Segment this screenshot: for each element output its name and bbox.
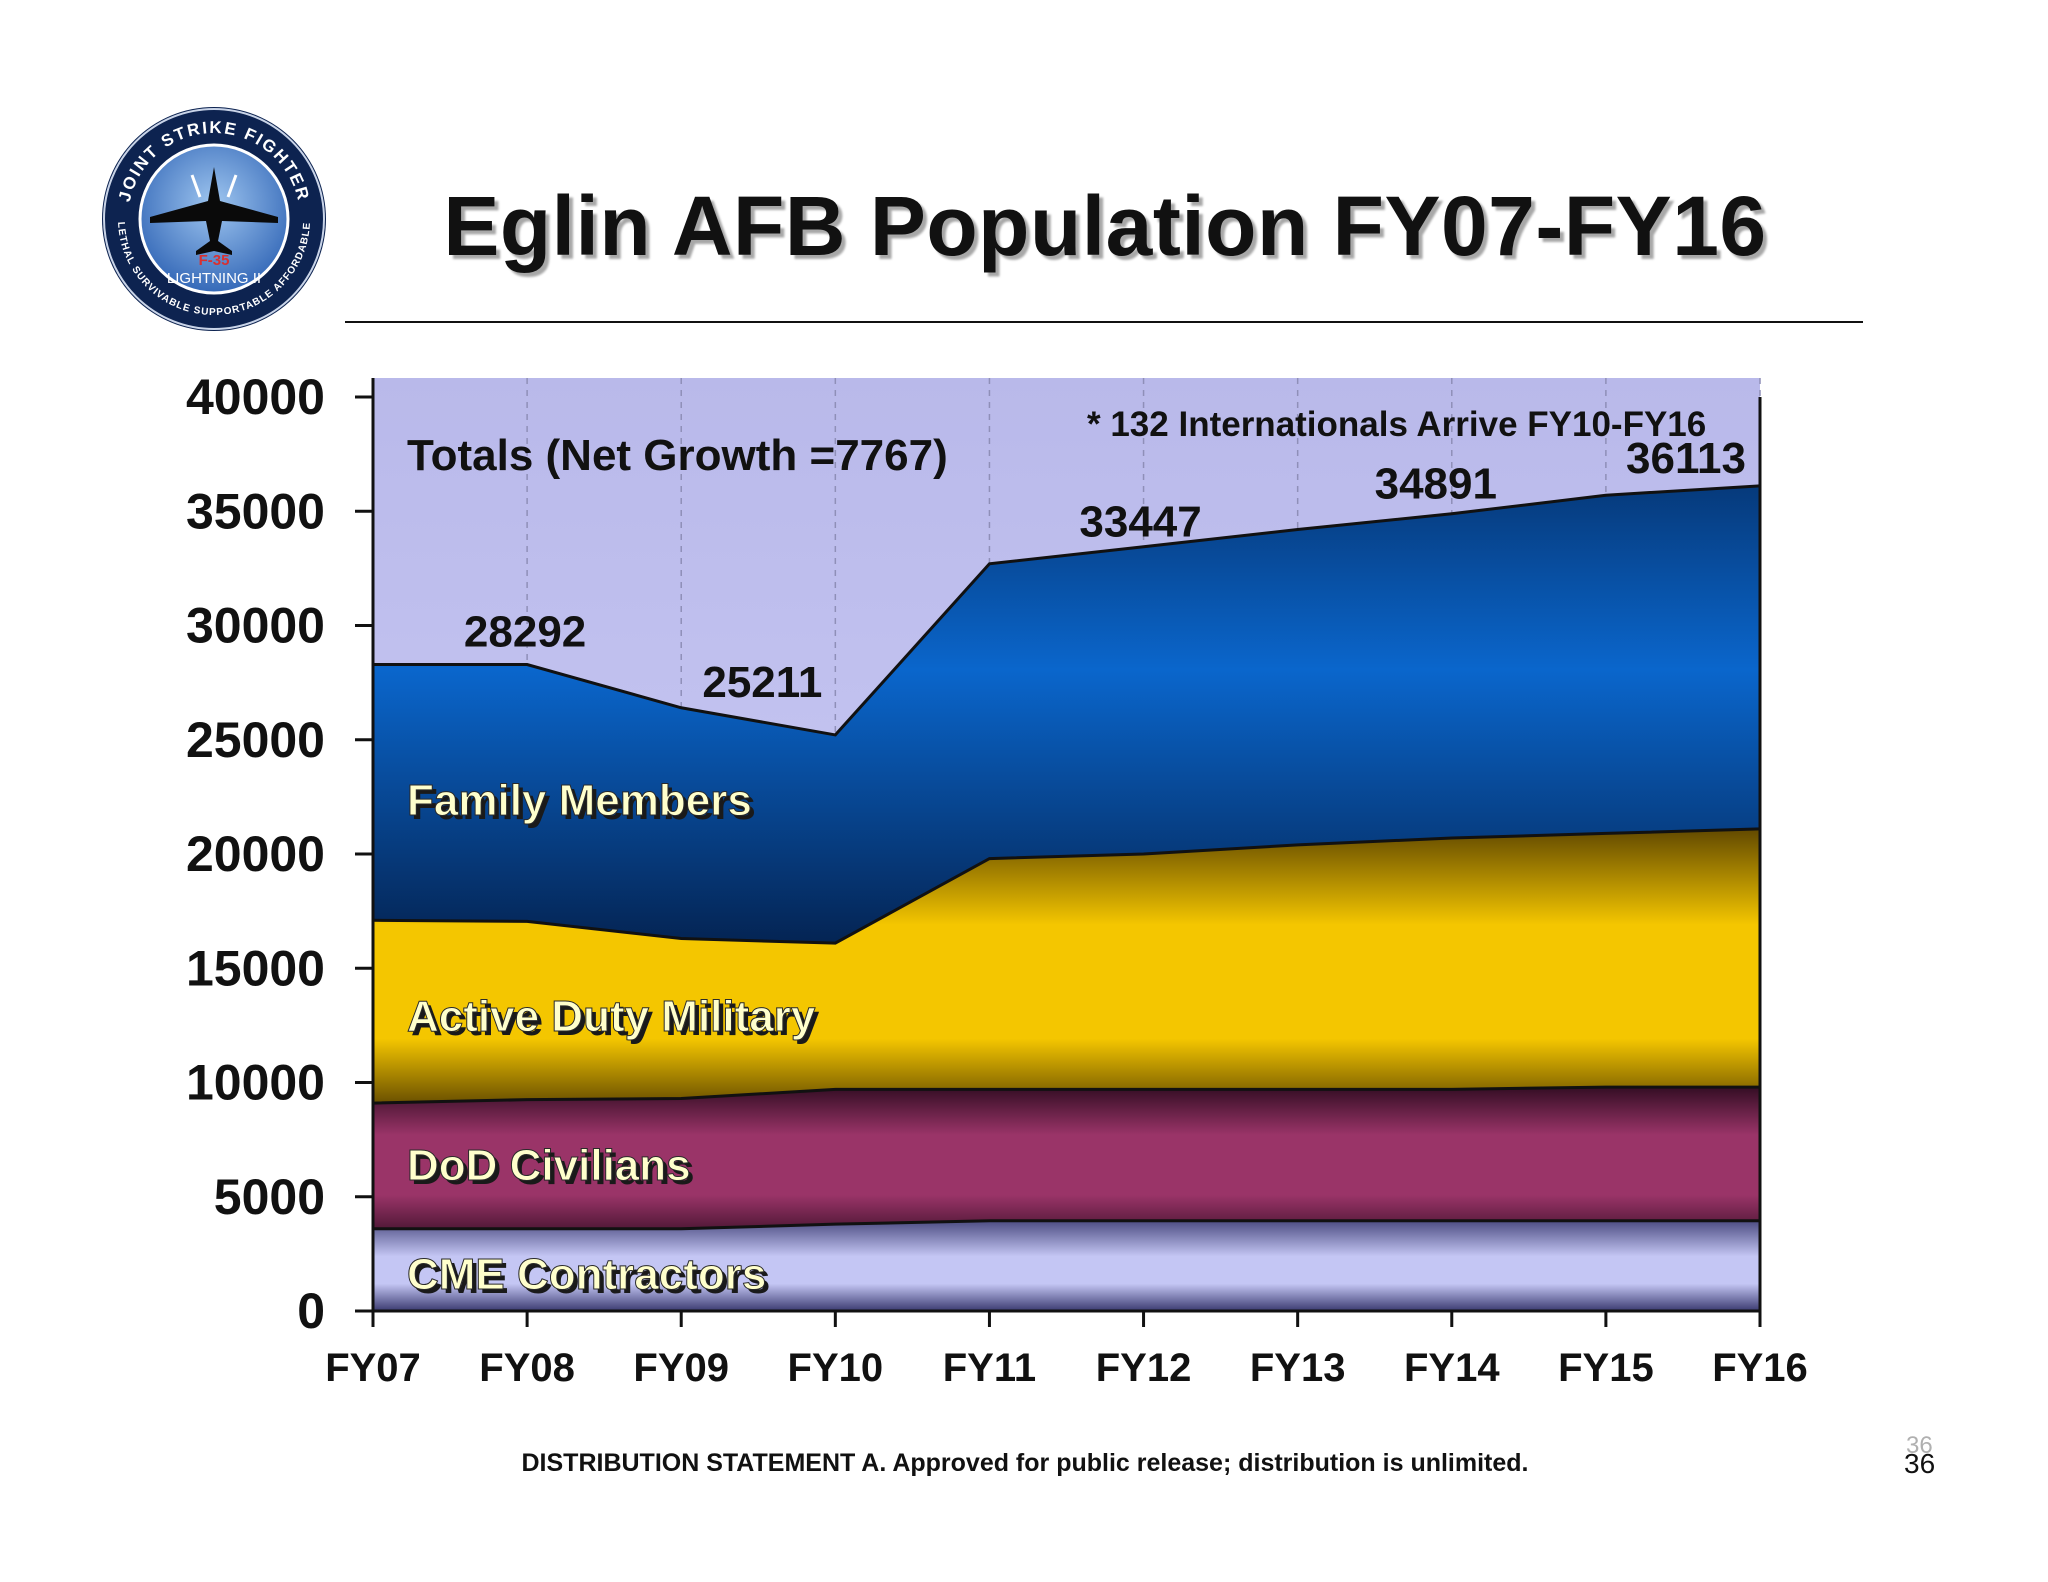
- data-label-fy10: 25211: [702, 658, 822, 707]
- x-tick-label: FY12: [1096, 1346, 1192, 1390]
- series-label-shadow: DoD Civilians: [411, 1145, 695, 1194]
- series-label-shadow: Active Duty Military: [411, 996, 820, 1045]
- area-cme-contractors: [373, 1220, 1760, 1311]
- series-label-shadow: Family Members: [411, 780, 756, 829]
- series-label-active-duty-military: Active Duty Military: [407, 992, 816, 1041]
- data-label-fy16: 36113: [1626, 434, 1746, 483]
- y-tick-label: 10000: [186, 1055, 325, 1111]
- y-tick-label: 20000: [186, 826, 325, 882]
- x-tick-label: FY09: [633, 1346, 729, 1390]
- area-active-duty-military: [373, 828, 1760, 1104]
- series-label-dod-civilians: DoD Civilians: [407, 1141, 691, 1190]
- jet-silhouette-icon: [150, 167, 278, 255]
- y-tick-label: 0: [297, 1283, 325, 1339]
- area-family-members: [373, 485, 1760, 944]
- edge-active-duty-military: [372, 827, 1761, 945]
- y-tick-label: 25000: [186, 712, 325, 768]
- y-tick-label: 40000: [186, 369, 325, 425]
- page-title: Eglin AFB Population FY07-FY16: [443, 179, 1767, 273]
- x-tick-label: FY10: [788, 1346, 884, 1390]
- x-tick-label: FY14: [1404, 1346, 1500, 1390]
- page-number: 36: [1904, 1448, 1936, 1479]
- x-tick-label: FY07: [325, 1346, 421, 1390]
- edge-family-members: [373, 484, 1761, 737]
- x-tick-label: FY08: [479, 1346, 575, 1390]
- x-tick-label: FY15: [1558, 1346, 1654, 1390]
- area-dod-civilians: [373, 1087, 1760, 1229]
- edge-cme-contractors: [373, 1219, 1760, 1231]
- x-tick-label: FY13: [1250, 1346, 1346, 1390]
- internationals-note: * 132 Internationals Arrive FY10-FY16: [1087, 405, 1706, 444]
- y-tick-label: 5000: [214, 1169, 325, 1225]
- x-tick-label: FY16: [1712, 1346, 1808, 1390]
- series-label-shadow: CME Contractors: [411, 1254, 770, 1303]
- series-label-cme-contractors: CME Contractors: [407, 1250, 766, 1299]
- distribution-statement: DISTRIBUTION STATEMENT A. Approved for p…: [521, 1449, 1529, 1477]
- page-number-ghost: 36: [1906, 1432, 1933, 1459]
- f35-jsf-logo: JOINT STRIKE FIGHTER LETHAL SURVIVABLE S…: [102, 107, 326, 331]
- series-label-family-members: Family Members: [407, 776, 752, 825]
- edge-dod-civilians: [372, 1085, 1760, 1105]
- x-tick-label: FY11: [943, 1346, 1036, 1390]
- totals-net-growth-label: Totals (Net Growth =7767): [407, 431, 948, 480]
- data-label-fy12: 33447: [1079, 498, 1201, 547]
- data-label-fy14: 34891: [1375, 460, 1497, 509]
- logo-badge-bottom: LIGHTNING II: [167, 270, 261, 287]
- logo-badge-top: F-35: [199, 252, 230, 269]
- y-tick-label: 35000: [186, 483, 325, 539]
- y-tick-label: 15000: [186, 940, 325, 996]
- title-divider: [345, 321, 1863, 323]
- y-tick-label: 30000: [186, 598, 325, 654]
- data-label-fy08: 28292: [464, 608, 586, 657]
